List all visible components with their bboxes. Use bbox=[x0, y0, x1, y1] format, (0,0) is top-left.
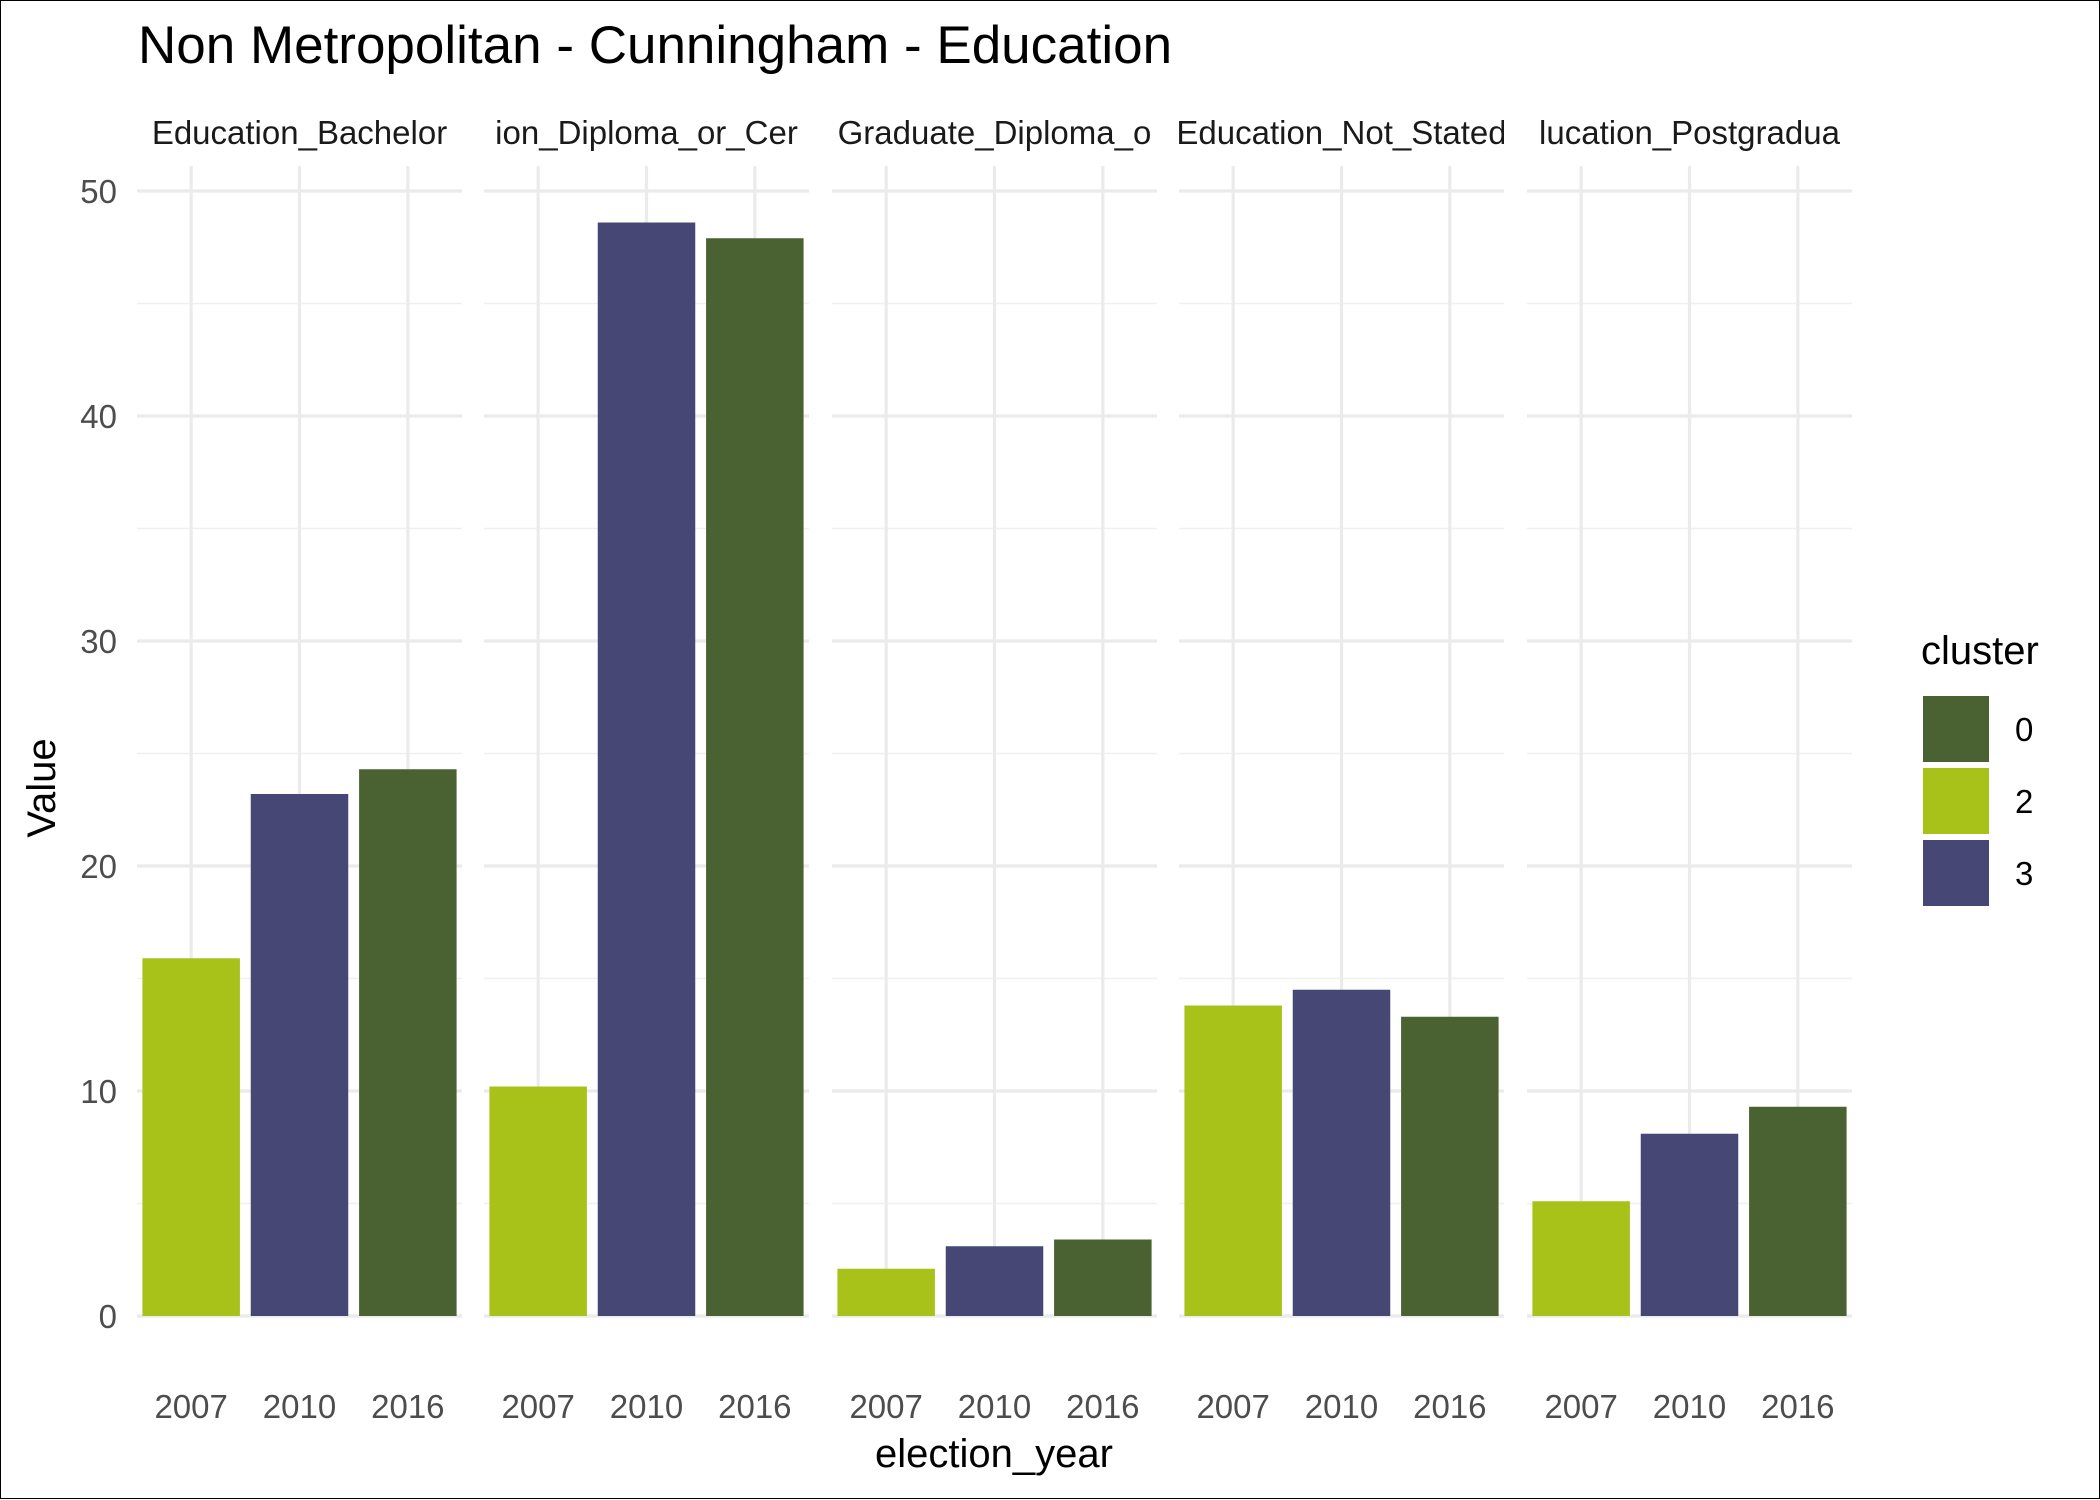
x-tick-label: 2010 bbox=[1653, 1388, 1726, 1425]
bar bbox=[359, 769, 457, 1316]
chart-title: Non Metropolitan - Cunningham - Educatio… bbox=[138, 16, 1173, 75]
x-tick-label: 2016 bbox=[1066, 1388, 1139, 1425]
bar bbox=[1184, 1005, 1282, 1316]
bar bbox=[1640, 1133, 1739, 1316]
y-tick-label: 0 bbox=[99, 1298, 117, 1335]
legend-label: 2 bbox=[2015, 783, 2033, 820]
x-tick-label: 2010 bbox=[610, 1388, 683, 1425]
bar bbox=[837, 1268, 935, 1316]
x-tick-label: 2007 bbox=[1196, 1388, 1269, 1425]
bar bbox=[142, 958, 240, 1316]
facet-strip-label: lucation_Postgradua bbox=[1539, 114, 1841, 151]
x-tick-label: 2016 bbox=[1413, 1388, 1486, 1425]
y-tick-label: 40 bbox=[80, 398, 117, 435]
x-tick-label: 2010 bbox=[1305, 1388, 1378, 1425]
bar bbox=[1401, 1016, 1499, 1316]
x-tick-label: 2016 bbox=[371, 1388, 444, 1425]
bar bbox=[1532, 1201, 1630, 1316]
legend-title: cluster bbox=[1921, 629, 2039, 673]
bar bbox=[945, 1246, 1044, 1316]
y-tick-label: 10 bbox=[80, 1073, 117, 1110]
facet-strip-label: Education_Not_Stated bbox=[1176, 114, 1506, 151]
bar bbox=[489, 1086, 587, 1316]
legend-key bbox=[1923, 696, 1989, 762]
x-tick-label: 2007 bbox=[154, 1388, 227, 1425]
bar bbox=[706, 238, 804, 1316]
bar bbox=[597, 222, 696, 1316]
y-tick-label: 30 bbox=[80, 623, 117, 660]
bar bbox=[1054, 1239, 1152, 1316]
facet-strip-label: Education_Bachelor bbox=[152, 114, 447, 151]
x-tick-label: 2016 bbox=[718, 1388, 791, 1425]
x-tick-label: 2010 bbox=[263, 1388, 336, 1425]
y-tick-label: 20 bbox=[80, 848, 117, 885]
x-tick-label: 2007 bbox=[849, 1388, 922, 1425]
x-axis-title: election_year bbox=[875, 1432, 1113, 1476]
x-tick-label: 2007 bbox=[1544, 1388, 1617, 1425]
y-tick-label: 50 bbox=[80, 173, 117, 210]
legend-key bbox=[1923, 768, 1989, 834]
facet-strip-label: Graduate_Diploma_o bbox=[838, 114, 1152, 151]
x-tick-label: 2007 bbox=[501, 1388, 574, 1425]
bar bbox=[250, 794, 349, 1316]
legend-label: 0 bbox=[2015, 711, 2033, 748]
facet-strip-label: ion_Diploma_or_Cer bbox=[495, 114, 798, 151]
x-tick-label: 2010 bbox=[958, 1388, 1031, 1425]
bar bbox=[1292, 989, 1391, 1316]
x-tick-label: 2016 bbox=[1761, 1388, 1834, 1425]
y-axis-title: Value bbox=[20, 738, 64, 837]
legend-label: 3 bbox=[2015, 855, 2033, 892]
legend-key bbox=[1923, 840, 1989, 906]
bar bbox=[1749, 1106, 1847, 1316]
